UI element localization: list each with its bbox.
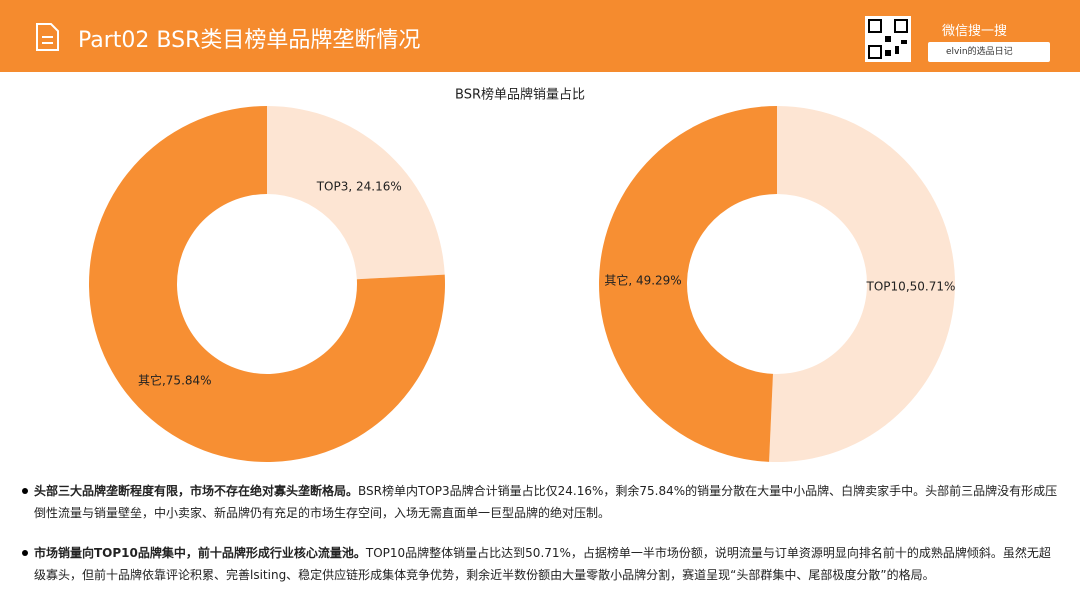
wechat-label: 微信搜一搜	[942, 24, 1008, 39]
bullets: 头部三大品牌垄断程度有限，市场不存在绝对寡头垄断格局。BSR榜单内TOP3品牌合…	[22, 480, 1062, 604]
bullet: 市场销量向TOP10品牌集中，前十品牌形成行业核心流量池。TOP10品牌整体销量…	[22, 542, 1062, 586]
donut-slice	[769, 106, 955, 462]
bullet: 头部三大品牌垄断程度有限，市场不存在绝对寡头垄断格局。BSR榜单内TOP3品牌合…	[22, 480, 1062, 524]
data-label: 其它,75.84%	[138, 373, 212, 388]
chart: BSR榜单品牌销量占比 TOP3, 24.16% 其它,75.84% TOP10,5…	[89, 87, 956, 462]
data-label: 其它, 49.29%	[604, 273, 681, 288]
data-label: TOP10,50.71%	[866, 279, 956, 293]
page-title: Part02 BSR类目榜单品牌垄断情况	[78, 28, 421, 53]
donut-slice	[267, 106, 445, 280]
qr-code	[865, 16, 911, 62]
data-label: TOP3, 24.16%	[316, 179, 402, 193]
bullet-text: TOP10品牌整体销量占比达到50.71%，占据榜单一半市场份额，说明流量与订单…	[34, 546, 1051, 582]
search-text: elvin的选品日记	[946, 47, 1013, 57]
bullet-text: BSR榜单内TOP3品牌合计销量占比仅24.16%，剩余75.84%的销量分散在…	[34, 484, 1058, 520]
chart-title: BSR榜单品牌销量占比	[455, 87, 585, 103]
doc-icon	[36, 23, 59, 51]
header-bar: Part02 BSR类目榜单品牌垄断情况 微信搜一搜 elvin的选品日记	[0, 0, 1080, 72]
bullet-bold: 头部三大品牌垄断程度有限，市场不存在绝对寡头垄断格局。	[34, 484, 359, 498]
search-box[interactable]: elvin的选品日记	[928, 42, 1050, 62]
donut-slice	[598, 105, 777, 462]
donut-slice	[89, 106, 446, 462]
bullet-bold: 市场销量向TOP10品牌集中，前十品牌形成行业核心流量池。	[34, 546, 366, 560]
